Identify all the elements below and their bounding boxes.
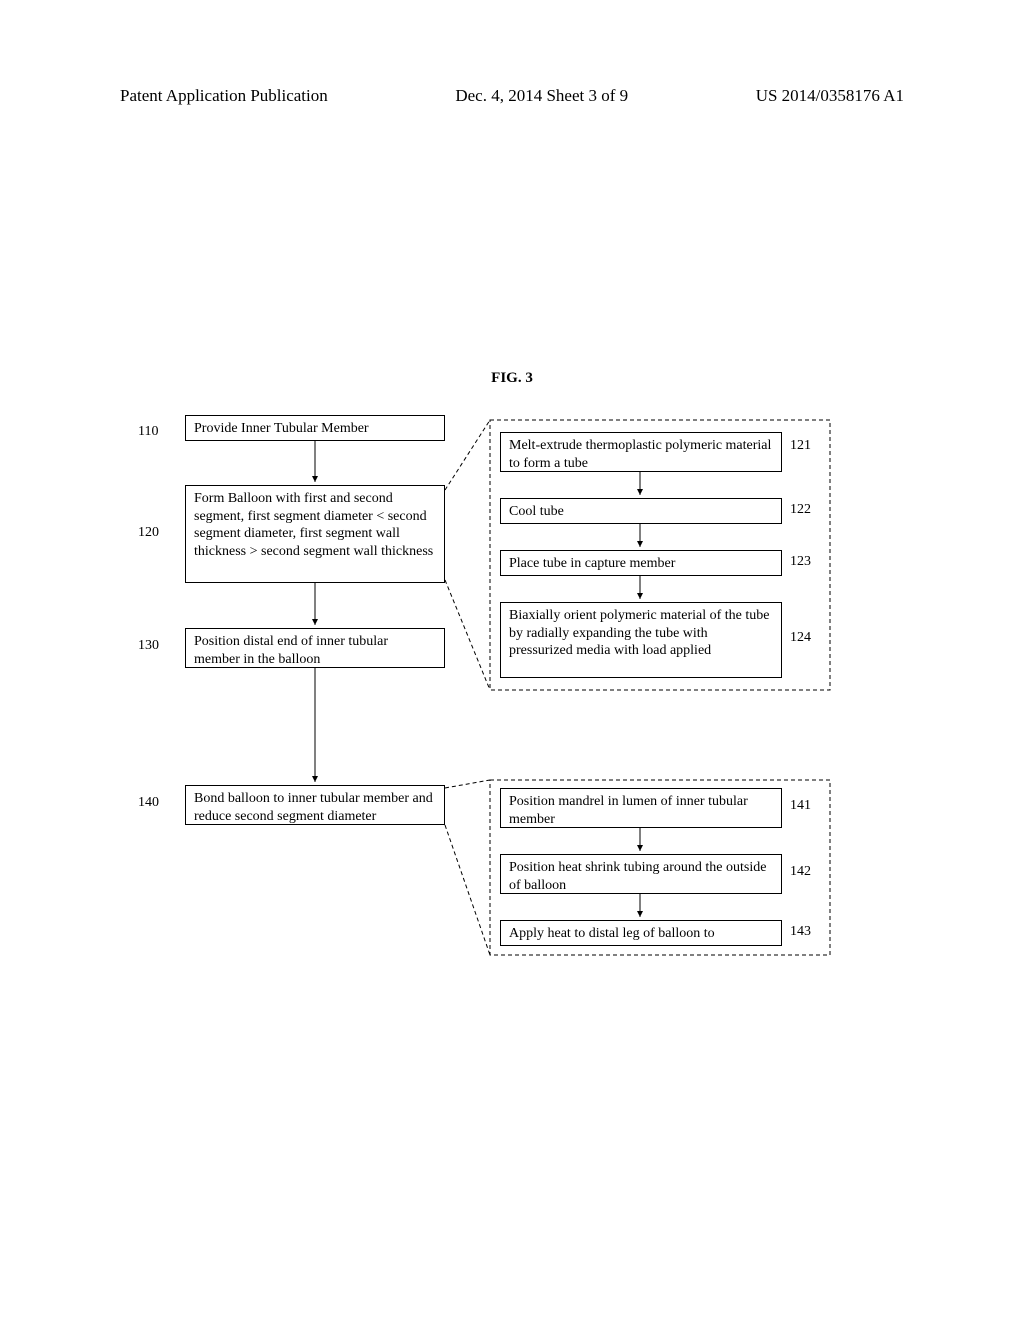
- step-123-number: 123: [790, 554, 811, 570]
- step-123-box: Place tube in capture member: [500, 550, 782, 576]
- step-110-number: 110: [138, 424, 158, 440]
- step-130-box: Position distal end of inner tubular mem…: [185, 628, 445, 668]
- step-120-number: 120: [138, 525, 159, 541]
- step-143-box: Apply heat to distal leg of balloon to: [500, 920, 782, 946]
- header-right: US 2014/0358176 A1: [756, 86, 904, 106]
- step-140-box: Bond balloon to inner tubular member and…: [185, 785, 445, 825]
- step-141-box: Position mandrel in lumen of inner tubul…: [500, 788, 782, 828]
- step-122-number: 122: [790, 502, 811, 518]
- step-120-box: Form Balloon with first and second segme…: [185, 485, 445, 583]
- header-center: Dec. 4, 2014 Sheet 3 of 9: [455, 86, 628, 106]
- step-121-number: 121: [790, 438, 811, 454]
- step-140-number: 140: [138, 795, 159, 811]
- step-142-number: 142: [790, 864, 811, 880]
- page-header: Patent Application Publication Dec. 4, 2…: [0, 86, 1024, 106]
- step-124-box: Biaxially orient polymeric material of t…: [500, 602, 782, 678]
- figure-title: FIG. 3: [0, 370, 1024, 387]
- flowchart: 110 Provide Inner Tubular Member 120 For…: [130, 410, 890, 970]
- step-143-number: 143: [790, 924, 811, 940]
- step-130-number: 130: [138, 638, 159, 654]
- header-left: Patent Application Publication: [120, 86, 328, 106]
- step-142-box: Position heat shrink tubing around the o…: [500, 854, 782, 894]
- step-110-box: Provide Inner Tubular Member: [185, 415, 445, 441]
- step-141-number: 141: [790, 798, 811, 814]
- step-121-box: Melt-extrude thermoplastic polymeric mat…: [500, 432, 782, 472]
- step-122-box: Cool tube: [500, 498, 782, 524]
- step-124-number: 124: [790, 630, 811, 646]
